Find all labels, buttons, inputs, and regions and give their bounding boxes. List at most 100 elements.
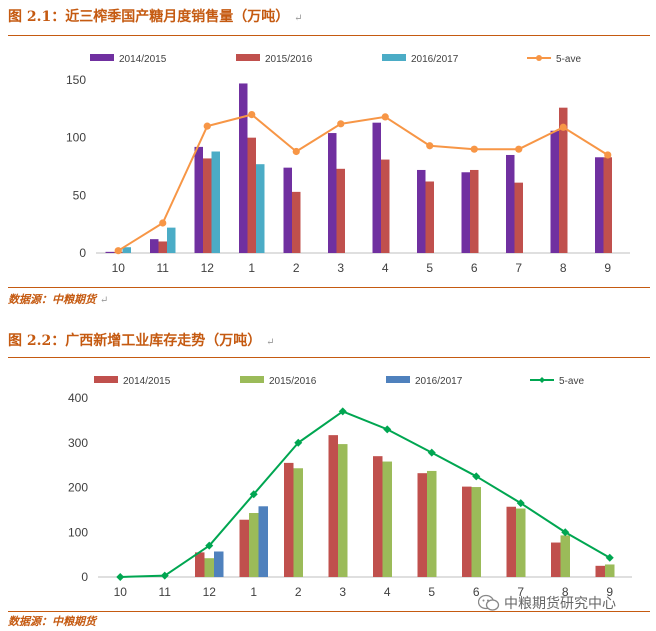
bar-2015-2016 [603, 157, 612, 253]
line-point [605, 553, 614, 562]
bar-2014-2015 [283, 167, 292, 253]
figure-2-title: 图 2.2：广西新增工业库存走势（万吨） ↵ [8, 333, 275, 349]
bar-2015-2016 [204, 558, 214, 577]
bar-2014-2015 [150, 239, 159, 253]
bar-2015-2016 [516, 508, 526, 577]
bar-2015-2016 [471, 487, 481, 577]
paragraph-mark: ↵ [294, 13, 303, 24]
line-point [516, 499, 525, 508]
bar-2014-2015 [417, 473, 427, 577]
x-tick-label: 4 [384, 585, 391, 599]
bar-2014-2015 [506, 154, 515, 253]
y-tick-label: 0 [79, 246, 86, 260]
bar-2014-2015 [328, 133, 337, 253]
x-tick-label: 4 [382, 261, 389, 275]
x-tick-label: 7 [515, 261, 522, 275]
y-tick-label: 400 [68, 391, 88, 405]
line-point [515, 145, 523, 153]
bar-2015-2016 [203, 158, 212, 253]
legend-label: 2014/2015 [119, 54, 167, 65]
line-point [383, 425, 392, 434]
x-tick-label: 1 [248, 261, 255, 275]
bar-2015-2016 [338, 444, 348, 577]
x-tick-label: 12 [203, 585, 217, 599]
bar-2015-2016 [559, 107, 568, 254]
legend-label: 5-ave [559, 376, 584, 387]
bar-2015-2016 [247, 137, 256, 253]
line-point [116, 573, 125, 581]
legend-swatch [240, 376, 264, 383]
bar-2014-2015 [194, 146, 203, 253]
bar-2014-2015 [461, 172, 470, 253]
y-tick-label: 50 [73, 188, 87, 202]
x-tick-label: 3 [339, 585, 346, 599]
line-point [381, 113, 389, 121]
bar-2015-2016 [249, 513, 259, 577]
legend-swatch [94, 376, 118, 383]
y-tick-label: 200 [68, 481, 88, 495]
legend-swatch [382, 54, 406, 61]
legend-label: 2016/2017 [415, 376, 463, 387]
bar-2014-2015 [550, 130, 559, 253]
bar-2015-2016 [425, 181, 434, 253]
figure-2-bottom-rule [8, 611, 650, 612]
line-point [427, 448, 436, 457]
figure-2-top-rule [8, 357, 650, 358]
line-point [205, 541, 214, 550]
line-point [203, 122, 211, 130]
bar-2016-2017 [167, 227, 176, 253]
figure-2-source: 数据源：中粮期货 [8, 615, 96, 628]
bar-2014-2015 [372, 122, 381, 253]
x-tick-label: 2 [293, 261, 300, 275]
x-tick-label: 7 [517, 585, 524, 599]
figure-1-title: 图 2.1：近三榨季国产糖月度销售量（万吨） ↵ [8, 9, 303, 25]
legend-swatch [90, 54, 114, 61]
bar-2015-2016 [427, 470, 437, 577]
watermark: 中粮期货研究中心 [478, 592, 648, 614]
legend-swatch [386, 376, 410, 383]
bar-2014-2015 [595, 565, 605, 577]
bar-2015-2016 [158, 241, 167, 253]
bar-2014-2015 [239, 519, 249, 577]
line-5-ave [117, 113, 609, 252]
bar-2014-2015 [462, 486, 472, 577]
line-point [338, 407, 347, 416]
x-tick-label: 10 [112, 261, 126, 275]
bar-2015-2016 [514, 182, 523, 253]
y-tick-label: 150 [66, 73, 86, 87]
line-point [470, 145, 478, 153]
bar-2016-2017 [214, 551, 224, 577]
figure-1-source: 数据源：中粮期货 ↵ [8, 293, 109, 306]
figure-1-top-rule [8, 35, 650, 36]
bar-2014-2015 [595, 157, 604, 253]
x-tick-label: 11 [157, 261, 170, 275]
bar-2015-2016 [560, 535, 570, 577]
bar-2015-2016 [470, 169, 479, 253]
bar-2015-2016 [292, 191, 301, 253]
bar-2015-2016 [382, 461, 392, 577]
y-tick-label: 300 [68, 436, 88, 450]
bar-2015-2016 [336, 168, 345, 253]
legend-swatch [236, 54, 260, 61]
paragraph-mark: ↵ [99, 295, 109, 306]
legend-label: 2016/2017 [411, 54, 459, 65]
legend-swatch-marker [536, 55, 542, 61]
line-point [472, 472, 481, 481]
bar-2014-2015 [284, 462, 294, 577]
line-point [294, 438, 303, 447]
bar-2015-2016 [605, 564, 615, 577]
x-tick-label: 8 [560, 261, 567, 275]
bar-2014-2015 [506, 506, 516, 577]
legend-label: 2014/2015 [123, 376, 171, 387]
line-point [160, 571, 169, 580]
y-tick-label: 0 [81, 570, 88, 584]
legend-swatch-marker [539, 377, 545, 383]
bar-2014-2015 [239, 83, 248, 254]
bar-2015-2016 [381, 159, 390, 253]
x-tick-label: 5 [426, 261, 433, 275]
x-tick-label: 11 [159, 585, 172, 599]
bar-2014-2015 [551, 542, 561, 577]
x-tick-label: 6 [471, 261, 478, 275]
paragraph-mark: ↵ [266, 337, 275, 348]
bar-2016-2017 [258, 506, 268, 577]
